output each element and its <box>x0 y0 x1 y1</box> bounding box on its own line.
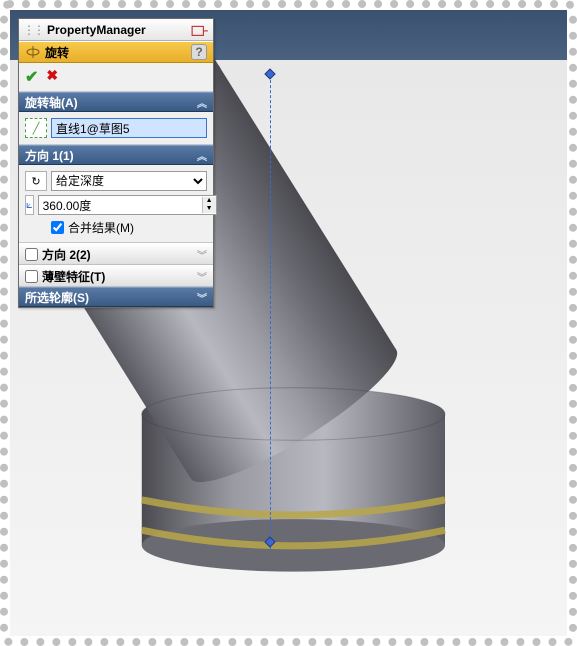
help-button[interactable]: ? <box>191 44 207 60</box>
pin-icon[interactable] <box>191 23 209 37</box>
chevron-down-icon[interactable]: ︾ <box>197 290 207 305</box>
group-header-dir2[interactable]: 方向 2(2) ︾ <box>19 243 213 265</box>
group-title-contours: 所选轮廓(S) <box>25 289 197 306</box>
group-title-axis: 旋转轴(A) <box>25 94 197 111</box>
spin-up-button[interactable]: ▲ <box>203 197 216 205</box>
thin-enable-checkbox[interactable] <box>25 270 38 283</box>
group-title-dir2: 方向 2(2) <box>42 246 197 263</box>
merge-result-label: 合并结果(M) <box>68 219 134 236</box>
dir2-enable-checkbox[interactable] <box>25 248 38 261</box>
group-body-axis: ╱ 直线1@草图5 <box>19 112 213 145</box>
panel-title: PropertyManager <box>47 23 191 37</box>
revolve-axis-preview <box>270 70 271 550</box>
group-title-dir1: 方向 1(1) <box>25 147 197 164</box>
chevron-up-icon[interactable]: ︽ <box>197 95 207 110</box>
angle-input[interactable] <box>39 198 202 212</box>
panel-titlebar[interactable]: ⋮⋮ PropertyManager <box>19 19 213 41</box>
group-header-dir1[interactable]: 方向 1(1) ︽ <box>19 145 213 165</box>
revolve-icon <box>25 44 41 60</box>
action-row: ✔ ✖ <box>19 63 213 92</box>
axis-selector-icon[interactable]: ╱ <box>25 118 47 138</box>
chevron-down-icon[interactable]: ︾ <box>197 247 207 262</box>
group-title-thin: 薄壁特征(T) <box>42 268 197 285</box>
angle-spinner[interactable]: ▲ ▼ <box>38 195 217 215</box>
group-body-dir1: ↻ 给定深度 ⟀ ▲ ▼ 合并结果(M) <box>19 165 213 243</box>
chevron-down-icon[interactable]: ︾ <box>197 269 207 284</box>
group-header-contours[interactable]: 所选轮廓(S) ︾ <box>19 287 213 307</box>
command-header: 旋转 ? <box>19 41 213 63</box>
reverse-direction-button[interactable]: ↻ <box>25 171 47 191</box>
axis-input[interactable]: 直线1@草图5 <box>51 118 207 138</box>
property-manager-panel: ⋮⋮ PropertyManager 旋转 ? ✔ ✖ 旋转轴(A) ︽ ╱ 直… <box>18 18 214 308</box>
ok-button[interactable]: ✔ <box>25 67 38 87</box>
cancel-button[interactable]: ✖ <box>46 67 58 87</box>
angle-icon: ⟀ <box>25 195 34 215</box>
end-condition-select[interactable]: 给定深度 <box>51 171 207 191</box>
drag-grip-icon: ⋮⋮ <box>23 23 43 37</box>
axis-input-value: 直线1@草图5 <box>56 120 130 137</box>
group-header-axis[interactable]: 旋转轴(A) ︽ <box>19 92 213 112</box>
spin-down-button[interactable]: ▼ <box>203 205 216 213</box>
chevron-up-icon[interactable]: ︽ <box>197 148 207 163</box>
merge-result-checkbox[interactable] <box>51 221 64 234</box>
command-label: 旋转 <box>45 44 191 61</box>
group-header-thin[interactable]: 薄壁特征(T) ︾ <box>19 265 213 287</box>
